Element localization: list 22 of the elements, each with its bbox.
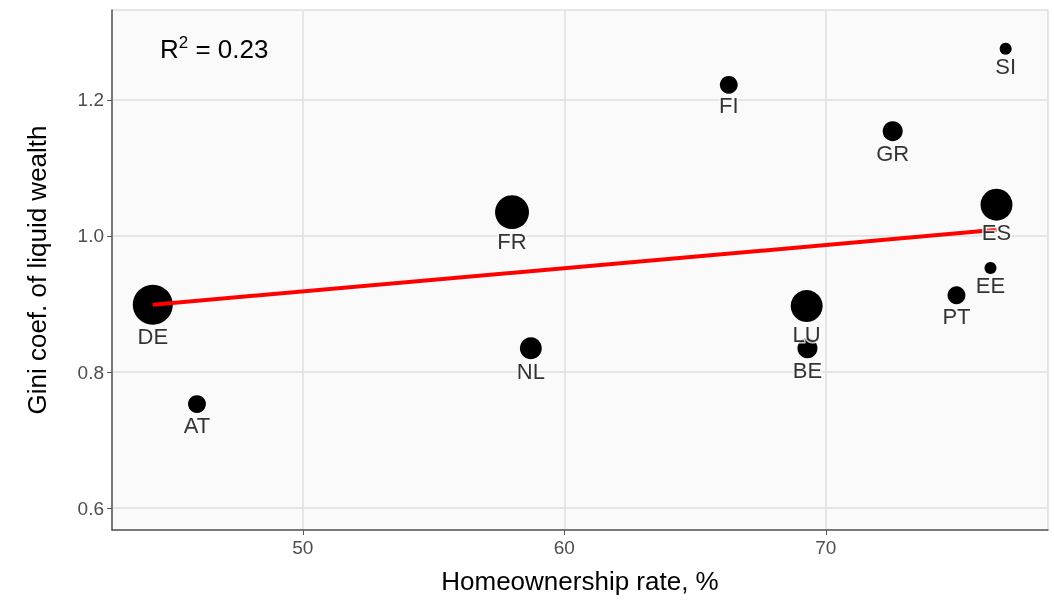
x-axis-title: Homeownership rate, %: [441, 566, 719, 596]
annotation: DE: [137, 324, 169, 350]
x-tick-label: 60: [553, 537, 575, 558]
y-tick-label: 1.2: [77, 89, 104, 111]
annotation: FI: [718, 93, 739, 119]
annotation: GR: [876, 140, 910, 166]
y-tick-label: 0.6: [77, 497, 104, 519]
x-tick-label: 70: [815, 537, 837, 558]
annotation: R$^{2}$ = 0.23: [160, 33, 269, 66]
annotation: LU: [792, 321, 821, 347]
x-tick-label: 50: [292, 537, 314, 558]
annotation: ES: [981, 220, 1012, 246]
annotation: EE: [975, 273, 1006, 299]
annotation: FR: [497, 228, 527, 254]
annotation: NL: [516, 358, 545, 384]
annotation: PT: [942, 303, 971, 329]
annotation: SI: [995, 54, 1017, 80]
y-axis-title: Gini coef. of liquid wealth: [22, 125, 52, 415]
annotation: AT: [183, 412, 211, 438]
y-tick-label: 1.0: [77, 225, 104, 247]
annotation: BE: [792, 357, 823, 383]
y-tick-label: 0.8: [77, 361, 104, 383]
